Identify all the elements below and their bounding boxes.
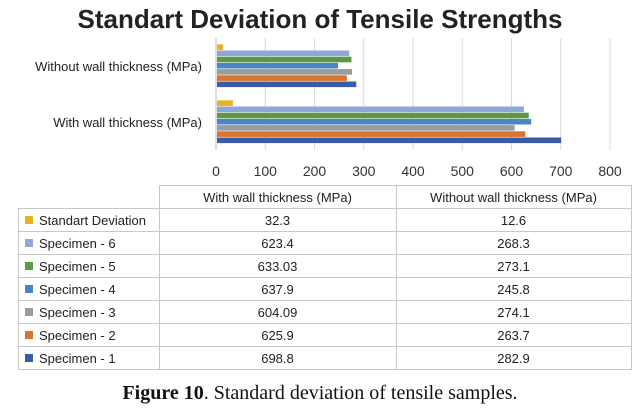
bar (217, 131, 526, 137)
x-tick-label: 500 (451, 163, 475, 179)
y-category-label: Without wall thickness (MPa) (35, 59, 202, 74)
series-legend-cell: Standart Deviation (18, 208, 160, 232)
bar (217, 137, 562, 144)
data-table: With wall thickness (MPa) Without wall t… (18, 185, 632, 370)
data-label: 623.4 (158, 231, 397, 255)
table-row: Specimen - 2 625.9 263.7 (18, 323, 632, 347)
series-legend-cell: Specimen - 1 (18, 346, 160, 370)
data-label: 604.09 (158, 300, 397, 324)
x-tick-label: 800 (598, 163, 622, 179)
column-header-without: Without wall thickness (MPa) (395, 185, 632, 209)
figure-caption: Figure 10. Standard deviation of tensile… (0, 382, 640, 405)
bar (217, 69, 352, 75)
data-label: 625.9 (158, 323, 397, 347)
chart-title: Standart Deviation of Tensile Strengths (77, 4, 563, 34)
series-name: Specimen - 4 (39, 281, 116, 297)
series-name: Standart Deviation (39, 212, 146, 228)
series-name: Specimen - 3 (39, 304, 116, 320)
series-legend-cell: Specimen - 3 (18, 300, 160, 324)
bar (217, 62, 339, 69)
series-name: Specimen - 6 (39, 235, 116, 251)
x-tick-label: 600 (500, 163, 524, 179)
table-header-row: With wall thickness (MPa) Without wall t… (18, 185, 632, 209)
data-label: 633.03 (158, 254, 397, 278)
legend-swatch (25, 216, 33, 225)
legend-swatch (25, 285, 33, 294)
x-tick-label: 0 (212, 163, 220, 179)
series-name: Specimen - 1 (39, 350, 116, 366)
bar (217, 112, 529, 119)
bar (217, 56, 352, 63)
data-label: 32.3 (158, 208, 397, 232)
bar (217, 100, 233, 106)
legend-swatch (25, 239, 33, 248)
bar (217, 106, 525, 113)
data-label: 282.9 (395, 346, 632, 370)
data-label: 274.1 (395, 300, 632, 324)
x-tick-label: 300 (352, 163, 376, 179)
table-row: Specimen - 5 633.03 273.1 (18, 254, 632, 278)
caption-text: . Standard deviation of tensile samples. (203, 382, 518, 404)
column-header-with: With wall thickness (MPa) (158, 185, 397, 209)
bar (217, 44, 224, 50)
data-label: 637.9 (158, 277, 397, 301)
data-label: 268.3 (395, 231, 632, 255)
x-tick-label: 400 (401, 163, 425, 179)
bar (217, 125, 515, 131)
x-tick-label: 200 (303, 163, 327, 179)
bar-chart: 0 100 200 300 400 500 600 700 800 With wall thick… (35, 38, 622, 179)
table-row: Specimen - 4 637.9 245.8 (18, 277, 632, 301)
series-legend-cell: Specimen - 5 (18, 254, 160, 278)
series-name: Specimen - 5 (39, 258, 116, 274)
table-corner (18, 185, 160, 209)
x-tick-label: 100 (254, 163, 278, 179)
bar (217, 75, 347, 81)
y-category-label: With wall thickness (MPa) (53, 115, 202, 130)
data-label: 245.8 (395, 277, 632, 301)
data-label: 263.7 (395, 323, 632, 347)
legend-swatch (25, 262, 33, 271)
series-name: Specimen - 2 (39, 327, 116, 343)
table-row: Specimen - 6 623.4 268.3 (18, 231, 632, 255)
x-tick-label: 700 (549, 163, 573, 179)
legend-swatch (25, 331, 33, 340)
series-legend-cell: Specimen - 2 (18, 323, 160, 347)
bar (217, 118, 532, 125)
figure-label: Figure 10 (122, 382, 204, 404)
table-row: Specimen - 3 604.09 274.1 (18, 300, 632, 324)
data-label: 698.8 (158, 346, 397, 370)
series-legend-cell: Specimen - 6 (18, 231, 160, 255)
legend-swatch (25, 354, 33, 363)
legend-swatch (25, 308, 33, 317)
bar (217, 50, 350, 57)
table-row: Specimen - 1 698.8 282.9 (18, 346, 632, 370)
bar (217, 81, 357, 88)
series-legend-cell: Specimen - 4 (18, 277, 160, 301)
data-label: 273.1 (395, 254, 632, 278)
data-label: 12.6 (395, 208, 632, 232)
table-row: Standart Deviation 32.3 12.6 (18, 208, 632, 232)
